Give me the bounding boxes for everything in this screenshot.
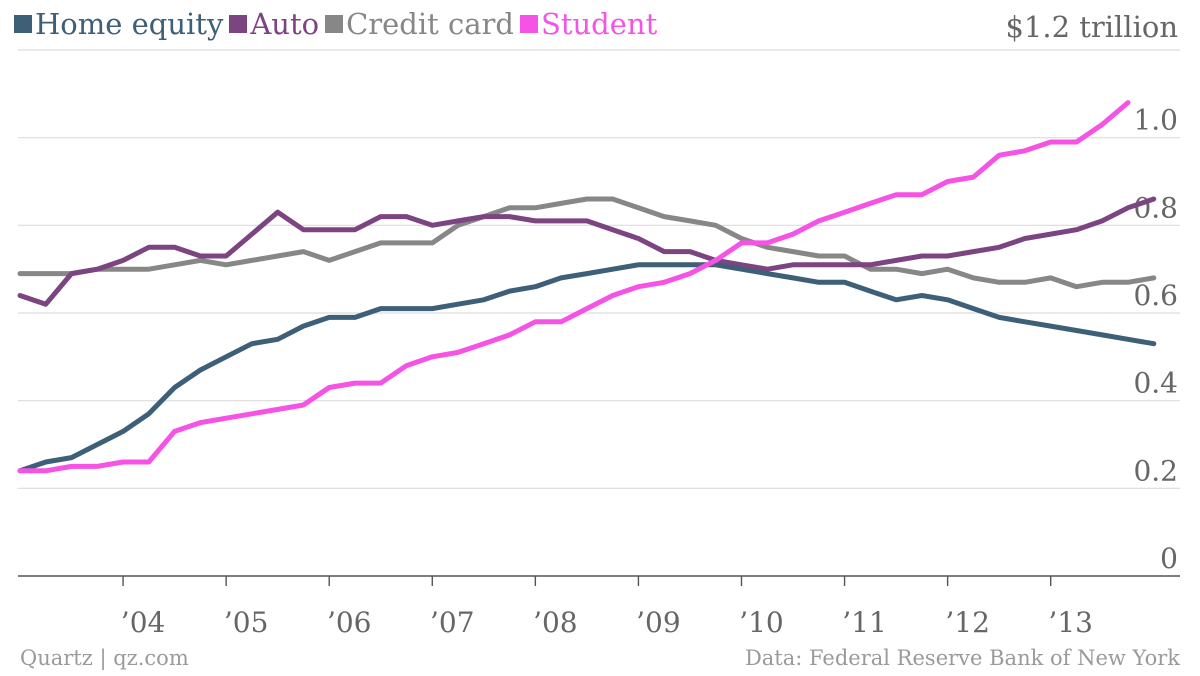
- x-tick-label: ’11: [842, 606, 887, 639]
- y-tick-label: 0.6: [1133, 279, 1178, 312]
- x-tick-label: ’08: [533, 606, 578, 639]
- series-line-auto: [17, 196, 1157, 307]
- legend-item-auto: Auto: [229, 7, 319, 41]
- legend-swatch: [229, 15, 248, 33]
- y-axis-unit-label: $1.2 trillion: [1005, 10, 1178, 44]
- chart-legend: Home equity Auto Credit card Student: [14, 4, 663, 44]
- y-tick-label: 0.4: [1133, 367, 1178, 400]
- x-tick-label: ’05: [224, 606, 269, 639]
- y-tick-label: 1.0: [1133, 104, 1178, 137]
- series-line-home-equity: [17, 262, 1157, 474]
- x-axis-tick-labels: ’04 ’05 ’06 ’07 ’08 ’09 ’10 ’11 ’12 ’13: [121, 606, 1093, 639]
- x-tick-label: ’09: [636, 606, 681, 639]
- x-tick-label: ’10: [739, 606, 784, 639]
- legend-label: Credit card: [346, 7, 514, 41]
- x-tick-label: ’13: [1048, 606, 1093, 639]
- series-line-student: [17, 100, 1131, 474]
- x-tick-label: ’06: [327, 606, 372, 639]
- legend-item-student: Student: [519, 7, 658, 41]
- x-tick-label: ’07: [430, 606, 475, 639]
- legend-item-home-equity: Home equity: [14, 7, 223, 41]
- x-tick-label: ’04: [121, 606, 166, 639]
- series-lines: [17, 100, 1157, 474]
- y-tick-label: 0.8: [1133, 191, 1178, 224]
- series-line-credit-card: [17, 196, 1157, 290]
- legend-label: Student: [540, 7, 658, 41]
- x-axis: [18, 575, 1180, 586]
- data-source-credit: Data: Federal Reserve Bank of New York: [744, 646, 1180, 670]
- x-tick-label: ’12: [945, 606, 990, 639]
- legend-label: Auto: [250, 7, 320, 41]
- legend-swatch: [325, 15, 344, 33]
- y-axis-tick-labels: 0 0.2 0.4 0.6 0.8 1.0: [1133, 104, 1178, 575]
- legend-swatch: [14, 15, 32, 33]
- y-tick-label: 0.2: [1133, 454, 1178, 487]
- legend-swatch: [519, 15, 538, 33]
- publisher-credit: Quartz | qz.com: [20, 646, 189, 670]
- legend-item-credit-card: Credit card: [325, 7, 514, 41]
- legend-label: Home equity: [35, 7, 224, 41]
- y-tick-label: 0: [1160, 542, 1178, 575]
- gridlines: [18, 49, 1180, 489]
